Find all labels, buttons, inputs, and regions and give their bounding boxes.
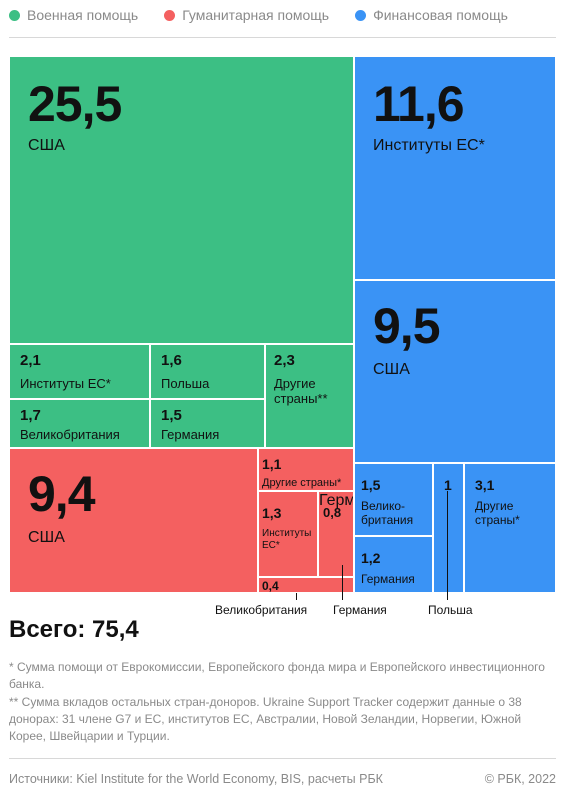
treemap-tile: 3,1 Другие страны* <box>464 463 556 593</box>
tile-value: 1,1 <box>262 456 282 472</box>
tile-value: 1,5 <box>161 407 182 424</box>
tile-value: 1,7 <box>20 407 41 424</box>
treemap-tile: 1,6 Польша <box>150 344 265 399</box>
tile-value: 1,3 <box>262 505 282 521</box>
tile-value: 25,5 <box>28 76 122 132</box>
footnote-other-countries: ** Сумма вкладов остальных стран-доноров… <box>9 695 522 743</box>
treemap-tile: 1 <box>433 463 464 593</box>
treemap-tile: 25,5 США <box>9 56 354 344</box>
treemap-tile: 9,4 США <box>9 448 258 593</box>
treemap-tile: 0,8Германия <box>318 491 354 577</box>
callout-label: Германия <box>333 603 387 617</box>
tile-value: 0,8 <box>323 505 342 520</box>
tile-label: Польша <box>161 376 210 391</box>
legend-dot-icon <box>164 9 176 21</box>
tile-value: 2,3 <box>274 352 295 369</box>
tile-value: 1 <box>444 477 452 493</box>
chart-legend: Военная помощь Гуманитарная помощь Финан… <box>9 5 508 25</box>
tile-value: 11,6 <box>373 76 465 132</box>
tile-value: 1,2 <box>361 550 381 566</box>
tile-label: США <box>28 137 65 154</box>
legend-label: Гуманитарная помощь <box>182 7 330 23</box>
treemap-tile: 2,3 Другие страны** <box>265 344 354 448</box>
callout-line <box>447 491 448 600</box>
tile-value: 2,1 <box>20 352 41 369</box>
callout-line <box>342 565 343 600</box>
treemap-tile: 11,6 Институты ЕС* <box>354 56 556 280</box>
treemap-tile: 1,7 Великобритания <box>9 399 150 448</box>
tile-label: Германия <box>361 572 415 586</box>
treemap-tile: 1,5 Германия <box>150 399 265 448</box>
treemap-tile: 2,1 Институты ЕС* <box>9 344 150 399</box>
tile-label: Другие страны** <box>274 376 328 406</box>
tile-value: 1,6 <box>161 352 182 369</box>
tile-label: Другие страны* <box>475 499 520 527</box>
legend-item-financial: Финансовая помощь <box>355 7 508 23</box>
tile-value: 9,4 <box>28 466 96 522</box>
tile-label: Германия <box>161 427 220 442</box>
treemap-tile: 1,5 Велико- британия <box>354 463 433 536</box>
tile-value: 9,5 <box>373 298 441 354</box>
legend-item-humanitarian: Гуманитарная помощь <box>164 7 329 23</box>
treemap-tile: 0,4 <box>258 577 354 593</box>
tile-label: Велико- британия <box>361 499 414 527</box>
treemap-tile: 9,5 США <box>354 280 556 463</box>
treemap-tile: 1,2 Германия <box>354 536 433 593</box>
tile-label: Германия <box>319 492 354 509</box>
legend-dot-icon <box>355 9 367 21</box>
footer-copyright: © РБК, 2022 <box>484 772 556 786</box>
callout-line <box>296 593 297 600</box>
treemap-tile: 1,3 Институты ЕС* <box>258 491 318 577</box>
tile-label: Институты ЕС* <box>262 528 312 551</box>
tile-label: Институты ЕС* <box>20 376 111 391</box>
chart-total: Всего: 75,4 <box>9 616 139 643</box>
tile-label: США <box>373 361 410 378</box>
footnote-eu-institutions: * Сумма помощи от Еврокомиссии, Европейс… <box>9 660 545 691</box>
legend-label: Военная помощь <box>27 7 139 23</box>
treemap-tile: 1,1 Другие страны* <box>258 448 354 491</box>
legend-label: Финансовая помощь <box>373 7 508 23</box>
tile-label: США <box>28 529 65 546</box>
footer-sources: Источники: Kiel Institute for the World … <box>9 772 383 786</box>
legend-item-military: Военная помощь <box>9 7 138 23</box>
legend-dot-icon <box>9 9 20 21</box>
callout-label: Великобритания <box>215 603 308 617</box>
divider-top <box>9 37 556 38</box>
divider-bottom <box>9 758 556 759</box>
tile-label: Великобритания <box>20 427 120 442</box>
tile-value: 1,5 <box>361 477 381 493</box>
tile-label: Институты ЕС* <box>373 137 485 154</box>
tile-value: 3,1 <box>475 477 495 493</box>
callout-label: Польша <box>428 603 473 617</box>
tile-value: 0,4 <box>262 579 279 593</box>
tile-label: Другие страны* <box>262 477 342 489</box>
